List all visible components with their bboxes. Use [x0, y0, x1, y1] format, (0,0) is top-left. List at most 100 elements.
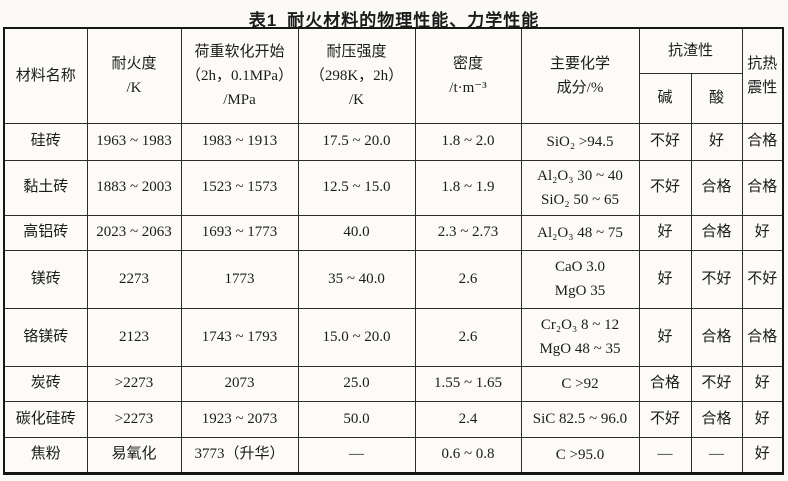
cell-compressive-strength: 35 ~ 40.0	[297, 249, 416, 309]
header-line: （2h，0.1MPa）	[185, 67, 294, 84]
cell-slag-alkali: 不好	[638, 122, 692, 161]
table-row: 硅砖 1963 ~ 1983 1983 ~ 1913 17.5 ~ 20.0 1.8 ~…	[3, 122, 784, 161]
table-title-text: 耐火材料的物理性能、力学性能	[287, 11, 540, 30]
cell-density: 2.4	[414, 400, 522, 438]
cell-chemical-composition: C >95.0	[520, 436, 640, 474]
cell-refractoriness: >2273	[86, 400, 182, 438]
cell-slag-acid: 合格	[690, 400, 743, 438]
cell-slag-acid: 合格	[690, 214, 743, 251]
cell-load-softening: 1923 ~ 2073	[180, 400, 299, 438]
cell-thermal-shock: 合格	[741, 307, 784, 367]
table-row: 碳化硅砖 >2273 1923 ~ 2073 50.0 2.4 SiC 82.5 ~ 96…	[3, 400, 784, 438]
cell-load-softening: 1743 ~ 1793	[180, 307, 299, 367]
cell-refractoriness: 1963 ~ 1983	[86, 122, 182, 161]
cell-material: 镁砖	[3, 249, 88, 309]
cell-density: 2.6	[414, 249, 522, 309]
table-number: 表1	[248, 11, 278, 30]
cell-chemical-composition: C >92	[520, 365, 640, 402]
cell-material: 黏土砖	[3, 159, 88, 216]
cell-chemical-composition: Al₂O₃ 48 ~ 75	[520, 214, 640, 251]
cell-thermal-shock: 好	[741, 365, 784, 402]
cell-refractoriness: >2273	[86, 365, 182, 402]
cell-refractoriness: 2273	[86, 249, 182, 309]
header-acid: 酸	[690, 72, 743, 124]
cell-material: 炭砖	[3, 365, 88, 402]
header-line: /MPa	[223, 91, 256, 108]
cell-slag-acid: 不好	[690, 249, 743, 309]
cell-slag-acid: 合格	[690, 307, 743, 367]
cell-density: 0.6 ~ 0.8	[414, 436, 522, 474]
header-compressive-strength: 耐压强度 （298K，2h） /K	[297, 27, 416, 124]
cell-slag-alkali: 合格	[638, 365, 692, 402]
chem-line: Al₂O₃ 48 ~ 75	[537, 224, 623, 241]
header-chemical-composition: 主要化学 成分/%	[520, 27, 640, 124]
cell-slag-acid: 合格	[690, 159, 743, 216]
cell-load-softening: 1523 ~ 1573	[180, 159, 299, 216]
cell-slag-alkali: 不好	[638, 400, 692, 438]
cell-load-softening: 1693 ~ 1773	[180, 214, 299, 251]
cell-load-softening: 3773（升华）	[180, 436, 299, 474]
page-title: 表1 耐火材料的物理性能、力学性能	[0, 0, 788, 30]
cell-slag-alkali: —	[638, 436, 692, 474]
cell-load-softening: 1983 ~ 1913	[180, 122, 299, 161]
cell-material: 铬镁砖	[3, 307, 88, 367]
cell-compressive-strength: 17.5 ~ 20.0	[297, 122, 416, 161]
cell-slag-acid: 好	[690, 122, 743, 161]
cell-thermal-shock: 合格	[741, 122, 784, 161]
header-line: /K	[126, 79, 142, 96]
header-line: /t·m⁻³	[449, 79, 487, 96]
cell-slag-alkali: 不好	[638, 159, 692, 216]
cell-thermal-shock: 不好	[741, 249, 784, 309]
cell-slag-alkali: 好	[638, 307, 692, 367]
cell-density: 2.6	[414, 307, 522, 367]
cell-material: 焦粉	[3, 436, 88, 474]
header-material-label: 材料名称	[15, 67, 76, 84]
chem-line: MgO 35	[554, 283, 606, 299]
header-line: 荷重软化开始	[194, 43, 285, 60]
chem-line: C >95.0	[555, 446, 605, 463]
header-line: 震性	[747, 79, 778, 96]
cell-density: 1.8 ~ 2.0	[414, 122, 522, 161]
cell-density: 1.55 ~ 1.65	[414, 365, 522, 402]
chem-line: MgO 48 ~ 35	[539, 341, 621, 357]
header-refractoriness: 耐火度 /K	[86, 27, 182, 124]
cell-material: 硅砖	[3, 122, 88, 161]
header-line: 主要化学	[549, 55, 610, 72]
cell-chemical-composition: SiC 82.5 ~ 96.0	[520, 400, 640, 438]
table-row: 镁砖 2273 1773 35 ~ 40.0 2.6 CaO 3.0 MgO 35 好不好 不好	[3, 249, 784, 309]
cell-material: 碳化硅砖	[3, 400, 88, 438]
cell-compressive-strength: —	[297, 436, 416, 474]
cell-compressive-strength: 12.5 ~ 15.0	[297, 159, 416, 216]
cell-refractoriness: 1883 ~ 2003	[86, 159, 182, 216]
cell-chemical-composition: SiO₂ >94.5	[520, 122, 640, 161]
cell-slag-acid: —	[690, 436, 743, 474]
cell-thermal-shock: 好	[741, 400, 784, 438]
header-density: 密度 /t·m⁻³	[414, 27, 522, 124]
cell-compressive-strength: 40.0	[297, 214, 416, 251]
header-row-1: 材料名称 耐火度 /K 荷重软化开始 （2h，0.1MPa） /MPa 耐压强度…	[3, 27, 784, 124]
header-line: /K	[349, 91, 364, 108]
cell-compressive-strength: 50.0	[297, 400, 416, 438]
cell-chemical-composition: CaO 3.0 MgO 35	[520, 249, 640, 309]
header-material: 材料名称	[3, 27, 88, 124]
cell-chemical-composition: Cr₂O₃ 8 ~ 12 MgO 48 ~ 35	[520, 307, 640, 367]
chem-line: CaO 3.0	[555, 259, 605, 275]
header-line: 密度	[452, 55, 483, 72]
chem-line: C >92	[561, 375, 599, 392]
cell-compressive-strength: 25.0	[297, 365, 416, 402]
cell-thermal-shock: 合格	[741, 159, 784, 216]
cell-density: 2.3 ~ 2.73	[414, 214, 522, 251]
chem-line: Al₂O₃ 30 ~ 40	[537, 167, 623, 184]
cell-refractoriness: 2123	[86, 307, 182, 367]
header-line: （298K，2h）	[309, 67, 404, 84]
cell-material: 高铝砖	[3, 214, 88, 251]
cell-slag-acid: 不好	[690, 365, 743, 402]
cell-thermal-shock: 好	[741, 214, 784, 251]
header-row-2: 碱 酸	[4, 72, 783, 124]
cell-refractoriness: 2023 ~ 2063	[86, 214, 182, 251]
header-load-softening: 荷重软化开始 （2h，0.1MPa） /MPa	[180, 27, 299, 124]
chem-line: SiO₂ >94.5	[546, 133, 614, 150]
cell-chemical-composition: Al₂O₃ 30 ~ 40 SiO₂ 50 ~ 65	[520, 159, 640, 216]
table-row: 焦粉 易氧化 3773（升华） —0.6 ~ 0.8 C >95.0— — 好	[3, 436, 784, 474]
